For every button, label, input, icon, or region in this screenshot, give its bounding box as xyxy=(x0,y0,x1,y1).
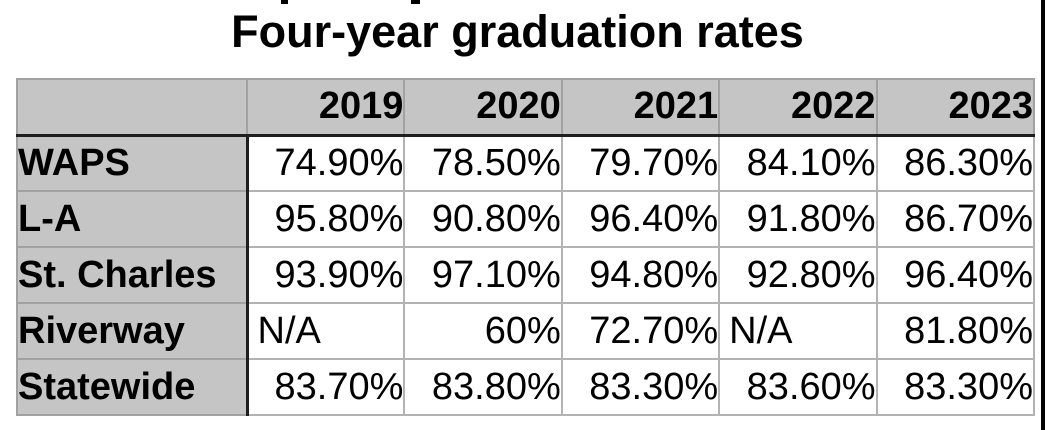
data-cell: N/A xyxy=(718,302,878,360)
data-cell: 79.70% xyxy=(560,134,721,192)
data-cell: 72.70% xyxy=(560,302,721,360)
row-label: Statewide xyxy=(16,358,249,416)
data-cell: 83.60% xyxy=(718,358,878,416)
data-cell: 83.80% xyxy=(403,358,563,416)
data-cell: 93.90% xyxy=(245,246,406,304)
row-label: L-A xyxy=(16,190,249,248)
data-cell: 78.50% xyxy=(403,134,563,192)
header-row: 2019 2020 2021 2022 2023 xyxy=(16,78,1036,137)
data-cell: 96.40% xyxy=(560,190,721,248)
year-column-header: 2021 xyxy=(560,78,721,137)
table-row: Statewide 83.70% 83.80% 83.30% 83.60% 83… xyxy=(16,358,1036,416)
table-row: Riverway N/A 60% 72.70% N/A 81.80% xyxy=(16,302,1036,360)
year-column-header: 2020 xyxy=(403,78,563,137)
data-cell: N/A xyxy=(245,302,406,360)
data-cell: 91.80% xyxy=(718,190,878,248)
data-cell: 94.80% xyxy=(560,246,721,304)
cropped-text-artifact xyxy=(411,0,420,4)
data-cell: 97.10% xyxy=(403,246,563,304)
data-cell: 86.30% xyxy=(875,134,1036,192)
table-row: WAPS 74.90% 78.50% 79.70% 84.10% 86.30% xyxy=(16,134,1036,192)
data-cell: 83.30% xyxy=(875,358,1036,416)
year-column-header: 2023 xyxy=(875,78,1036,137)
data-cell: 83.70% xyxy=(245,358,406,416)
row-label: Riverway xyxy=(16,302,249,360)
data-cell: 83.30% xyxy=(560,358,721,416)
screenshot-right-edge-line xyxy=(1041,0,1045,430)
corner-cell xyxy=(16,78,248,137)
year-column-header: 2022 xyxy=(718,78,878,137)
row-label: St. Charles xyxy=(16,246,249,304)
data-cell: 96.40% xyxy=(875,246,1036,304)
table-row: L-A 95.80% 90.80% 96.40% 91.80% 86.70% xyxy=(16,190,1036,248)
data-cell: 74.90% xyxy=(245,134,406,192)
table-title: Four-year graduation rates xyxy=(231,6,804,57)
table-row: St. Charles 93.90% 97.10% 94.80% 92.80% … xyxy=(16,246,1036,304)
data-cell: 95.80% xyxy=(245,190,406,248)
graduation-rates-table: 2019 2020 2021 2022 2023 WAPS 74.90% 78.… xyxy=(16,78,1036,416)
data-cell: 60% xyxy=(403,302,563,360)
data-cell: 81.80% xyxy=(875,302,1036,360)
row-label: WAPS xyxy=(16,134,249,192)
data-cell: 86.70% xyxy=(875,190,1036,248)
cropped-text-artifact xyxy=(281,0,288,4)
data-cell: 92.80% xyxy=(718,246,878,304)
data-cell: 90.80% xyxy=(403,190,563,248)
year-column-header: 2019 xyxy=(245,78,406,137)
data-cell: 84.10% xyxy=(718,134,878,192)
